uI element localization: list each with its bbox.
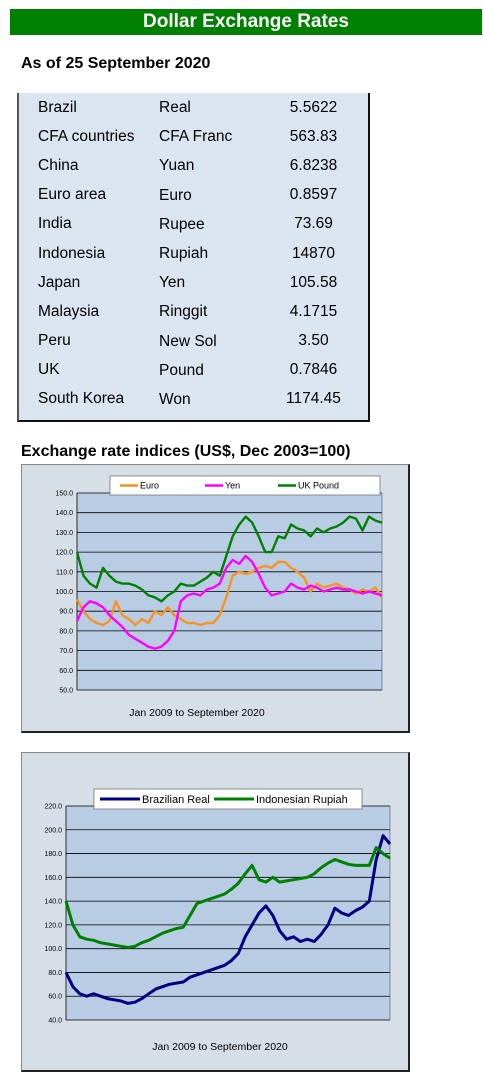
country-cell: India [38,215,72,233]
plot-area [66,806,390,1020]
rates-row: Malaysia Ringgit 4.1715 [19,297,368,326]
y-tick-label: 120.0 [55,550,73,557]
y-tick-label: 100.0 [44,946,62,953]
series-line-0 [75,560,384,627]
currency-cell: Won [159,390,191,408]
rates-row: Indonesia Rupiah 14870 [19,239,368,268]
emerging-currency-chart-svg: 220.0 200.0 180.0 160.0 140.0 120.0 100.0 80.0 6… [44,788,392,1053]
rate-cell: 105.58 [289,273,338,291]
series-line-1 [75,554,383,650]
as-of-date: As of 25 September 2020 [21,55,211,72]
currency-cell: New Sol [159,332,217,350]
y-tick-label: 120.0 [44,922,62,929]
y-tick-label: 130.0 [55,530,73,537]
indices-title: Exchange rate indices (US$, Dec 2003=100… [21,443,351,460]
legend-label: Euro [140,481,159,491]
page-banner: Dollar Exchange Rates [10,9,482,35]
rates-table: Brazil Real 5.5622 CFA countries CFA Franc 56… [17,93,370,422]
legend-label: UK Pound [298,481,339,491]
y-tick-label: 80.0 [59,628,73,635]
country-cell: Malaysia [38,302,100,320]
x-axis-caption: Jan 2009 to September 2020 [152,1041,288,1053]
y-tick-label: 80.0 [48,970,62,977]
legend-box [109,475,381,496]
series-line-0 [64,834,392,1005]
y-tick-label: 200.0 [44,827,62,834]
rate-cell: 14870 [291,244,336,262]
rates-row: Japan Yen 105.58 [19,268,368,297]
y-tick-label: 70.0 [59,648,73,655]
currency-cell: Yen [159,274,186,292]
country-cell: Euro area [38,186,107,204]
currency-cell: Ringgit [159,303,208,321]
y-tick-label: 60.0 [48,994,62,1001]
rate-cell: 73.69 [294,215,333,233]
country-cell: CFA countries [38,127,135,145]
country-cell: Peru [38,332,71,350]
country-cell: China [38,156,79,174]
emerging-currency-chart: 220.0 200.0 180.0 160.0 140.0 120.0 100.0 80.0 6… [21,752,410,1072]
y-tick-label: 50.0 [59,688,73,695]
rate-cell: 4.1715 [289,302,338,320]
rates-row: India Rupee 73.69 [19,210,368,239]
y-tick-label: 40.0 [48,1018,62,1025]
currency-cell: CFA Franc [159,128,233,146]
currency-cell: Rupiah [159,245,209,263]
rate-cell: 0.8597 [289,186,338,204]
rates-row: Euro area Euro 0.8597 [19,181,368,210]
rate-cell: 5.5622 [289,98,338,116]
country-cell: UK [38,361,60,379]
y-tick-label: 140.0 [44,899,62,906]
country-cell: Brazil [38,98,77,116]
rates-row: CFA countries CFA Franc 563.83 [19,122,368,151]
y-tick-label: 220.0 [44,804,62,811]
rate-cell: 1174.45 [286,390,341,408]
rates-row: South Korea Won 1174.45 [19,385,368,414]
rate-cell: 0.7846 [289,361,338,379]
rates-table-body: Brazil Real 5.5622 CFA countries CFA Franc 56… [19,93,368,414]
currency-cell: Euro [159,186,192,204]
rate-cell: 3.50 [298,332,329,350]
y-tick-label: 140.0 [55,510,73,517]
y-tick-label: 160.0 [44,875,62,882]
y-tick-label: 110.0 [56,569,73,576]
rates-row: Brazil Real 5.5622 [19,93,368,122]
country-cell: South Korea [38,390,125,408]
series-line-1 [64,846,391,949]
country-cell: Indonesia [38,244,106,262]
rate-cell: 563.83 [289,127,338,145]
rates-row: UK Pound 0.7846 [19,356,368,385]
y-tick-label: 100.0 [55,589,73,596]
currency-cell: Yuan [159,157,195,175]
currency-cell: Rupee [159,215,205,233]
currency-cell: Pound [159,361,204,379]
legend-label: Indonesian Rupiah [256,794,348,806]
legend-label: Brazilian Real [142,794,210,806]
y-tick-label: 180.0 [44,851,62,858]
x-axis-caption: Jan 2009 to September 2020 [129,707,265,719]
country-cell: Japan [38,273,81,291]
y-tick-label: 90.0 [59,609,73,616]
y-tick-label: 150.0 [55,491,73,498]
currency-index-chart: 150.0 140.0 130.0 120.0 110.0 100.0 90.0 80.0 70… [21,464,410,733]
currency-index-chart-svg: 150.0 140.0 130.0 120.0 110.0 100.0 90.0 80.0 70… [55,475,384,719]
rates-row: Peru New Sol 3.50 [19,327,368,356]
y-tick-label: 60.0 [59,668,73,675]
rates-row: China Yuan 6.8238 [19,151,368,180]
rate-cell: 6.8238 [289,156,338,174]
series-line-2 [75,515,383,603]
currency-cell: Real [159,99,191,117]
legend-label: Yen [225,481,240,491]
